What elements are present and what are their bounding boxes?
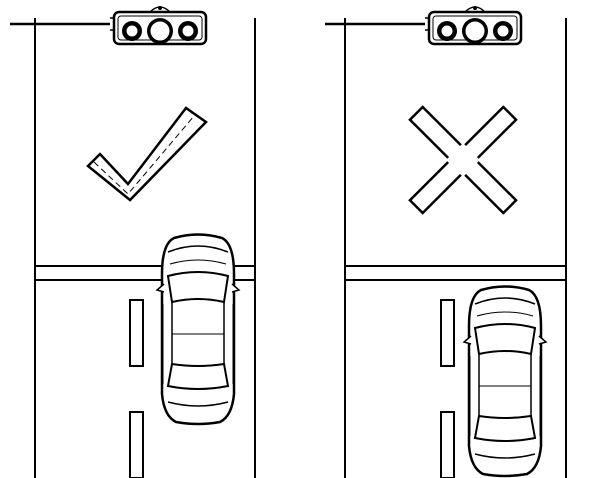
check-mark-icon [86, 106, 208, 202]
lane-dashes [440, 299, 455, 478]
road-edges [34, 18, 256, 478]
cross-mark-icon [408, 105, 518, 215]
lane-dashes [129, 299, 144, 478]
car-top-view-icon [462, 285, 548, 478]
panel-left [8, 4, 256, 478]
road-edges [344, 18, 567, 478]
traffic-light-icon [8, 4, 208, 46]
traffic-light-icon [323, 4, 523, 46]
car-top-view-icon [155, 233, 241, 426]
stop-line [345, 265, 566, 281]
panel-right [323, 4, 567, 478]
